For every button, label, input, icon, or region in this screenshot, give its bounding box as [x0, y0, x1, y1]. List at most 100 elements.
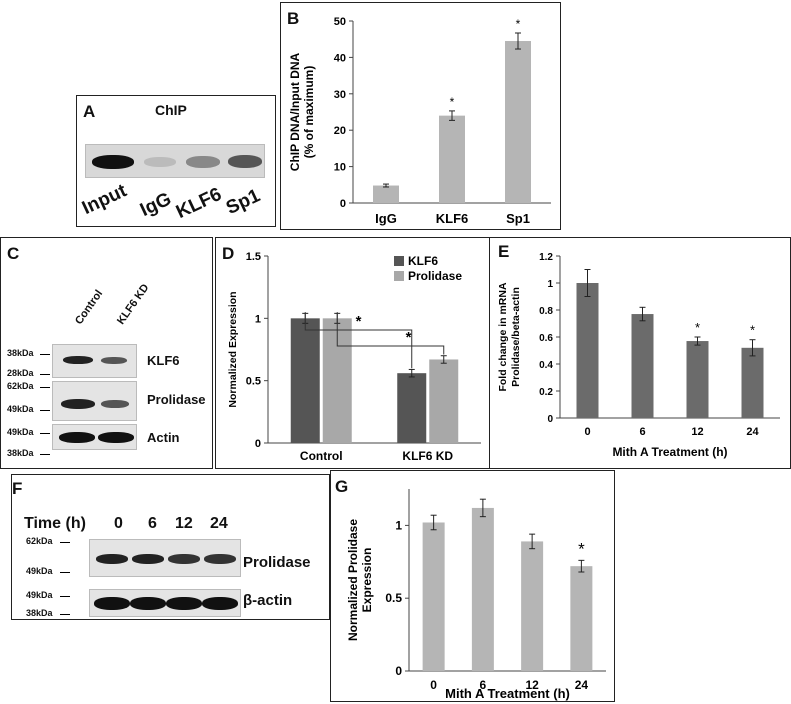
lane-label-klf6kd: KLF6 KD — [115, 281, 152, 327]
marker-tick — [40, 374, 50, 375]
y-tick-label: 1.5 — [246, 251, 261, 263]
panel-e: E 0 0.2 0.4 0.6 0.8 1 1.2 0 6 * 12 * 24 Fold change i… — [489, 237, 791, 469]
y-tick-label: 0.5 — [246, 376, 261, 388]
lane-label-input: Input — [79, 180, 130, 220]
marker-tick — [40, 454, 50, 455]
significance-bracket — [304, 312, 413, 369]
marker-tick — [40, 410, 50, 411]
y-tick-label: 10 — [334, 162, 346, 174]
x-tick-label: 24 — [575, 678, 589, 692]
bar — [576, 283, 599, 418]
significance-bracket — [336, 312, 445, 355]
significance-star: * — [356, 313, 362, 330]
blot-lane-bactin — [89, 589, 241, 617]
marker-49kda: 49kDa — [26, 566, 53, 576]
bar — [422, 522, 445, 671]
significance-star: * — [406, 329, 412, 346]
lane-label-klf6: KLF6 — [173, 183, 225, 224]
gel-band-igg — [144, 157, 176, 167]
panel-g-label: G — [335, 477, 349, 496]
significance-star: * — [695, 320, 700, 335]
bar — [373, 185, 399, 203]
y-tick-label: 0 — [395, 664, 402, 678]
bar — [290, 318, 320, 443]
time-label-24: 24 — [210, 515, 228, 532]
chart-e: 0 0.2 0.4 0.6 0.8 1 1.2 0 6 * 12 * 24 Fold change in … — [497, 252, 780, 459]
marker-tick — [60, 572, 70, 573]
marker-tick — [60, 596, 70, 597]
bar — [471, 507, 494, 671]
marker-tick — [40, 433, 50, 434]
blot-band — [98, 432, 134, 443]
marker-38kda: 38kDa — [7, 448, 34, 458]
blot-label-klf6: KLF6 — [147, 353, 180, 368]
bar — [570, 566, 593, 671]
panel-c-label: C — [7, 244, 20, 263]
y-tick-label: 30 — [334, 89, 346, 101]
chart-g: 0 0.5 1 0 6 12 * 24 Normalized Prolidase Expressi… — [346, 489, 606, 701]
marker-38kda: 38kDa — [7, 348, 34, 358]
significance-star: * — [578, 539, 585, 558]
bar — [429, 359, 459, 443]
blot-label-prolidase: Prolidase — [147, 392, 206, 407]
legend-swatch — [394, 256, 404, 266]
x-tick-label: 24 — [746, 426, 759, 438]
bar — [439, 115, 465, 203]
significance-star: * — [516, 17, 521, 31]
chart-d: 0 0.5 1 1.5 Control KLF6 KD Normalized Express… — [227, 251, 481, 463]
y-axis-label: Expression — [360, 548, 374, 613]
y-tick-label: 1 — [547, 279, 553, 290]
lane-label-control: Control — [73, 287, 106, 327]
x-tick-label: IgG — [375, 211, 397, 226]
x-tick-label: 12 — [691, 426, 703, 438]
y-tick-label: 0.5 — [385, 591, 402, 605]
y-tick-label: 1 — [395, 518, 402, 532]
marker-38kda: 38kDa — [26, 608, 53, 618]
time-label-0: 0 — [114, 515, 123, 532]
y-axis-label: Normalized Prolidase — [346, 519, 360, 641]
marker-49kda: 49kDa — [7, 427, 34, 437]
chart-b: 0 10 20 30 40 50 IgG * KLF6 * Sp1 ChIP DNA/Input DN… — [288, 16, 551, 226]
x-axis-label: Mith A Treatment (h) — [612, 445, 727, 459]
panel-a: A ChIP Input IgG KLF6 Sp1 — [76, 95, 276, 227]
lane-label-igg: IgG — [137, 188, 175, 222]
legend-swatch — [394, 271, 404, 281]
y-tick-label: 40 — [334, 52, 346, 64]
bar — [686, 341, 709, 418]
marker-49kda: 49kDa — [26, 590, 53, 600]
blot-band — [204, 554, 236, 564]
x-tick-label: 6 — [639, 426, 645, 438]
x-tick-label: 0 — [430, 678, 437, 692]
panel-d: D 0 0.5 1 1.5 Control KLF6 KD Normalized Expre… — [215, 237, 490, 469]
marker-49kda: 49kDa — [7, 404, 34, 414]
legend-label: KLF6 — [408, 254, 438, 268]
panel-d-label: D — [222, 244, 235, 263]
blot-band — [101, 400, 129, 408]
bar — [631, 314, 654, 418]
blot-lane-prolidase-f — [89, 539, 241, 577]
panel-a-title: ChIP — [155, 102, 187, 118]
marker-62kda: 62kDa — [26, 536, 53, 546]
y-tick-label: 1.2 — [539, 252, 553, 263]
panel-b: B 0 10 20 30 40 50 IgG * KLF6 * Sp1 ChIP DNA/Input … — [280, 2, 561, 230]
significance-star: * — [450, 95, 455, 109]
x-tick-label: KLF6 — [436, 211, 469, 226]
panel-f: F Time (h) 0 6 12 24 62kDa 49kDa Prolida… — [11, 474, 330, 620]
panel-e-label: E — [498, 242, 510, 261]
panel-c: C Control KLF6 KD 38kDa 28kDa KLF6 62kDa… — [0, 237, 213, 469]
chip-gel-lane — [85, 144, 265, 178]
panel-b-label: B — [287, 9, 300, 28]
y-tick-label: 0.6 — [539, 333, 553, 344]
blot-band — [132, 554, 164, 564]
y-tick-label: 50 — [334, 16, 346, 28]
time-label-12: 12 — [175, 515, 193, 532]
gel-band-klf6 — [186, 156, 220, 168]
gel-band-sp1 — [228, 155, 262, 168]
panel-a-label: A — [83, 102, 96, 121]
panel-f-label: F — [12, 479, 23, 498]
marker-tick — [40, 387, 50, 388]
x-tick-label: 6 — [480, 678, 487, 692]
y-axis-label: ChIP DNA/Input DNA — [288, 52, 302, 171]
blot-band — [101, 357, 127, 364]
x-axis-label: Mith A Treatment (h) — [445, 686, 570, 701]
